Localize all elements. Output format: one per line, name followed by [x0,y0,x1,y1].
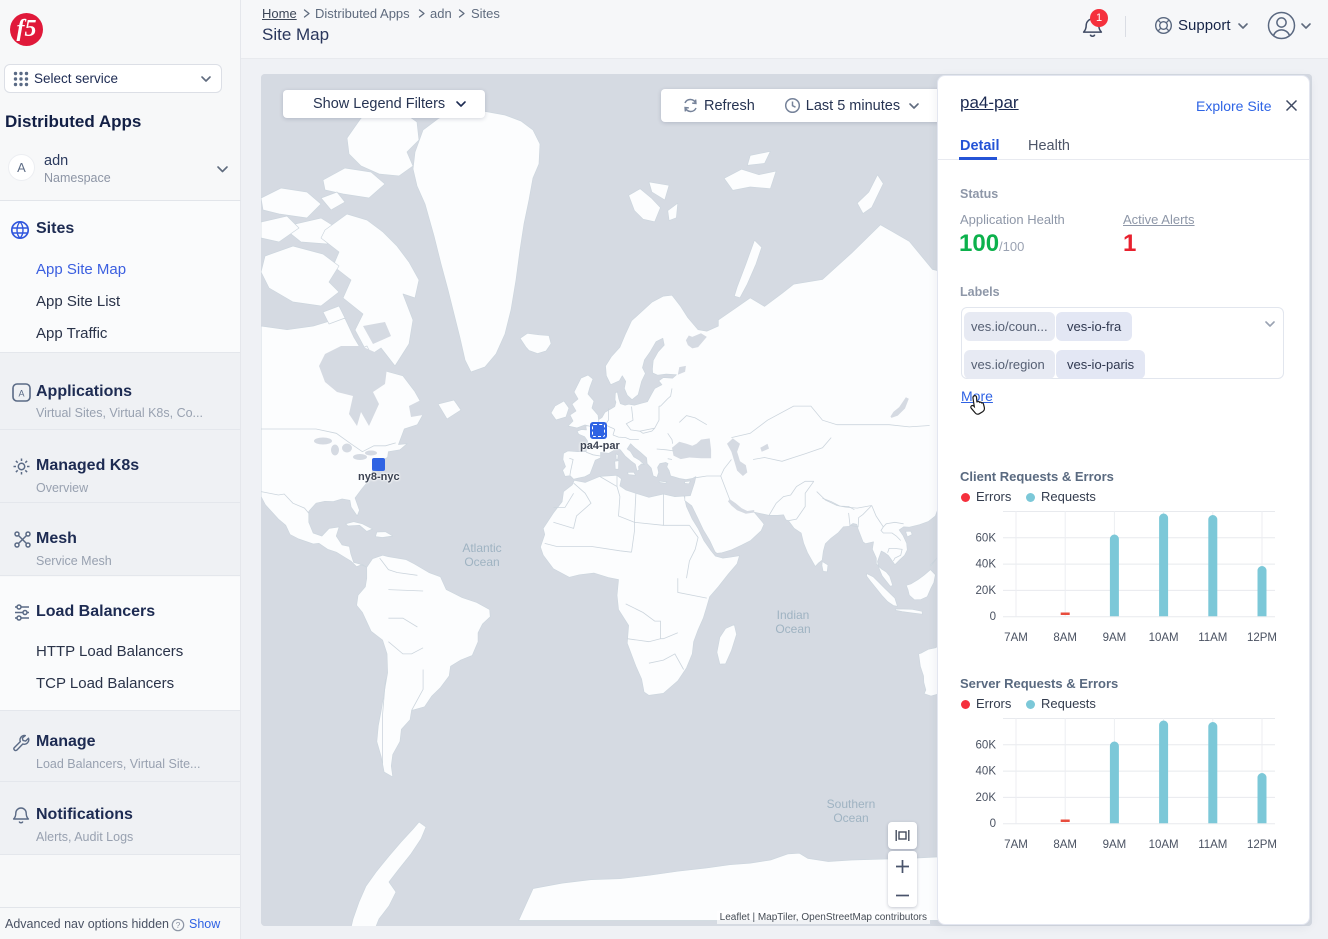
svg-text:40K: 40K [976,559,997,571]
svg-text:10AM: 10AM [1149,632,1179,644]
svg-text:10AM: 10AM [1149,839,1179,851]
svg-text:7AM: 7AM [1004,839,1028,851]
svg-text:8AM: 8AM [1053,632,1077,644]
svg-text:11AM: 11AM [1198,632,1227,644]
svg-text:8AM: 8AM [1053,839,1077,851]
svg-text:60K: 60K [976,532,997,544]
svg-text:12PM: 12PM [1247,839,1277,851]
svg-text:0: 0 [990,611,996,623]
svg-text:A: A [18,389,24,399]
svg-text:?: ? [176,920,181,930]
svg-text:20K: 20K [976,585,997,597]
svg-text:11AM: 11AM [1198,839,1227,851]
svg-text:12PM: 12PM [1247,632,1277,644]
svg-text:20K: 20K [976,792,997,804]
svg-text:0: 0 [990,818,996,830]
svg-text:60K: 60K [976,739,997,751]
svg-text:7AM: 7AM [1004,632,1028,644]
svg-text:9AM: 9AM [1103,839,1127,851]
svg-text:9AM: 9AM [1103,632,1127,644]
svg-text:40K: 40K [976,766,997,778]
